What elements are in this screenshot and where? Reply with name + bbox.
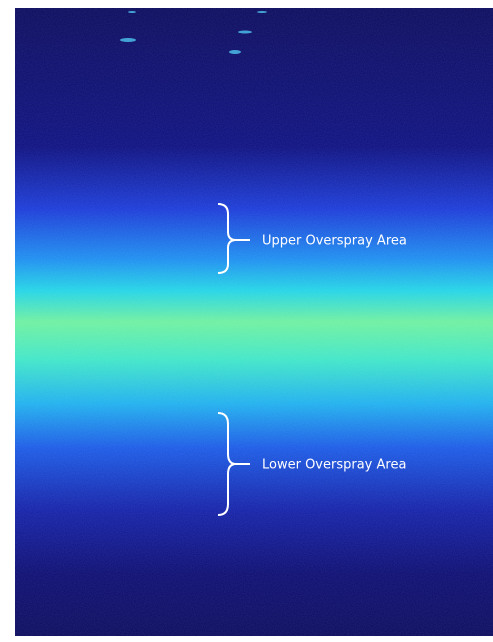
upper-label: Upper Overspray Area	[262, 234, 407, 249]
specks	[120, 11, 267, 54]
noise	[15, 8, 493, 636]
lower-label: Lower Overspray Area	[262, 458, 406, 473]
